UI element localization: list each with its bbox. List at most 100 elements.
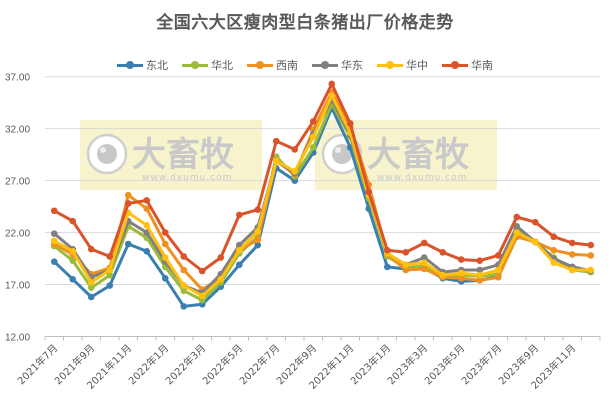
data-point	[309, 133, 317, 141]
data-point	[161, 254, 169, 261]
data-point	[383, 246, 391, 254]
data-point	[568, 239, 576, 247]
x-axis: 2021年7月2021年9月2021年11月2022年1月2022年3月2022…	[15, 336, 601, 392]
data-point	[513, 229, 521, 236]
data-point	[513, 223, 521, 230]
legend-label: 西南	[276, 59, 298, 72]
data-point	[124, 240, 132, 248]
data-point	[217, 254, 225, 261]
series-line	[50, 92, 595, 300]
data-point	[180, 253, 188, 260]
data-point	[476, 257, 484, 264]
legend-marker-icon	[117, 61, 143, 69]
data-point	[439, 249, 447, 256]
legend-item[interactable]: 东北	[117, 57, 168, 73]
data-point	[106, 282, 114, 289]
y-tick-label: 22.00	[5, 229, 30, 240]
data-point	[217, 276, 225, 283]
data-point	[365, 188, 373, 196]
legend-item[interactable]: 华中	[377, 57, 428, 73]
data-point	[420, 239, 428, 247]
data-point	[69, 276, 77, 283]
data-point	[50, 258, 58, 265]
data-point	[254, 241, 262, 249]
data-point	[402, 266, 410, 274]
data-point	[180, 282, 188, 289]
data-point	[457, 269, 465, 277]
series-line	[50, 80, 595, 275]
data-point	[161, 275, 169, 282]
data-point	[106, 266, 114, 274]
data-point	[476, 277, 484, 284]
data-point	[143, 247, 151, 255]
data-point	[235, 246, 243, 254]
legend-label: 华南	[471, 59, 493, 72]
legend-label: 东北	[146, 59, 168, 72]
legend-marker-icon	[182, 61, 208, 69]
data-point	[587, 266, 595, 274]
y-tick-label: 17.00	[5, 281, 30, 292]
data-point	[106, 253, 114, 260]
data-point	[439, 271, 447, 279]
data-point	[457, 275, 465, 282]
data-point	[143, 205, 151, 212]
data-point	[161, 240, 169, 248]
data-point	[235, 211, 243, 219]
legend-marker-icon	[312, 61, 338, 69]
legend-item[interactable]: 华南	[442, 57, 493, 73]
data-point	[198, 267, 206, 275]
legend-marker-icon	[247, 61, 273, 69]
data-point	[161, 229, 169, 236]
data-point	[513, 213, 521, 221]
legend-label: 华北	[211, 59, 233, 72]
data-point	[531, 218, 539, 226]
y-tick-label: 27.00	[5, 177, 30, 188]
data-point	[309, 118, 317, 125]
data-point	[531, 238, 539, 246]
data-point	[143, 197, 151, 204]
series-lines	[50, 80, 595, 310]
data-point	[69, 257, 77, 264]
legend-item[interactable]: 西南	[247, 57, 298, 73]
data-point	[180, 303, 188, 310]
data-point	[476, 271, 484, 279]
data-point	[254, 206, 262, 214]
data-point	[568, 251, 576, 258]
legend-marker-icon	[377, 61, 403, 69]
data-point	[587, 241, 595, 249]
data-point	[420, 265, 428, 273]
data-point	[124, 191, 132, 199]
data-point	[272, 137, 280, 145]
data-point	[550, 233, 558, 241]
data-point	[550, 259, 558, 267]
data-point	[476, 266, 484, 274]
data-point	[254, 228, 262, 235]
data-point	[50, 207, 58, 215]
data-point	[198, 292, 206, 300]
y-tick-label: 12.00	[5, 333, 30, 344]
legend-label: 华东	[341, 59, 363, 72]
data-point	[69, 217, 77, 225]
data-point	[291, 167, 299, 175]
data-point	[383, 263, 391, 271]
data-point	[87, 279, 95, 286]
data-point	[124, 200, 132, 207]
data-point	[254, 236, 262, 244]
legend-item[interactable]: 华北	[182, 57, 233, 73]
watermark-url: www.dxumu.com	[142, 173, 232, 183]
data-point	[50, 237, 58, 245]
chart-title: 全国六大区瘦肉型白条猪出厂价格走势	[156, 13, 454, 33]
data-point	[235, 261, 243, 269]
data-point	[457, 256, 465, 263]
data-point	[328, 92, 336, 99]
watermark-brand: 大畜牧	[132, 135, 235, 175]
data-point	[291, 146, 299, 153]
legend-marker-icon	[442, 61, 468, 69]
legend-item[interactable]: 华东	[312, 57, 363, 73]
data-point	[309, 144, 317, 151]
y-tick-label: 32.00	[5, 125, 30, 136]
data-point	[87, 293, 95, 301]
